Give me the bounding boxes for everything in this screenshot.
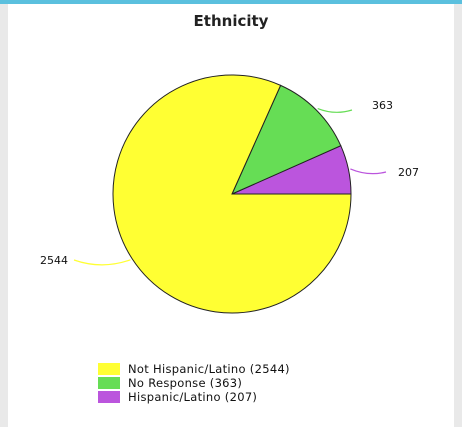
- legend-swatch: [98, 391, 120, 403]
- left-border: [0, 4, 8, 427]
- legend-item-no-response: No Response (363): [98, 376, 290, 390]
- slice-not-hispanic: [112, 74, 352, 314]
- pie-chart: 207 363 2544: [40, 74, 419, 314]
- label-hispanic: 207: [398, 166, 419, 179]
- legend-label: Not Hispanic/Latino (2544): [128, 362, 290, 376]
- right-border: [454, 4, 462, 427]
- leader-no-response: [317, 108, 353, 113]
- legend-label: No Response (363): [128, 376, 243, 390]
- legend-swatch: [98, 377, 120, 389]
- top-accent-bar: [0, 0, 462, 4]
- label-not-hispanic: 2544: [40, 254, 68, 267]
- chart-legend: Not Hispanic/Latino (2544) No Response (…: [98, 362, 290, 404]
- label-no-response: 363: [372, 99, 393, 112]
- slice-no-response: [231, 84, 342, 195]
- legend-item-hispanic: Hispanic/Latino (207): [98, 390, 290, 404]
- legend-label: Hispanic/Latino (207): [128, 390, 258, 404]
- leader-hispanic: [350, 168, 387, 175]
- chart-title: Ethnicity: [193, 12, 269, 30]
- leader-not-hispanic: [73, 259, 131, 266]
- chart-panel: Ethnicity 207 363 2544 Not Hispanic/Latino…: [8, 4, 454, 427]
- legend-swatch: [98, 363, 120, 375]
- legend-item-not-hispanic: Not Hispanic/Latino (2544): [98, 362, 290, 376]
